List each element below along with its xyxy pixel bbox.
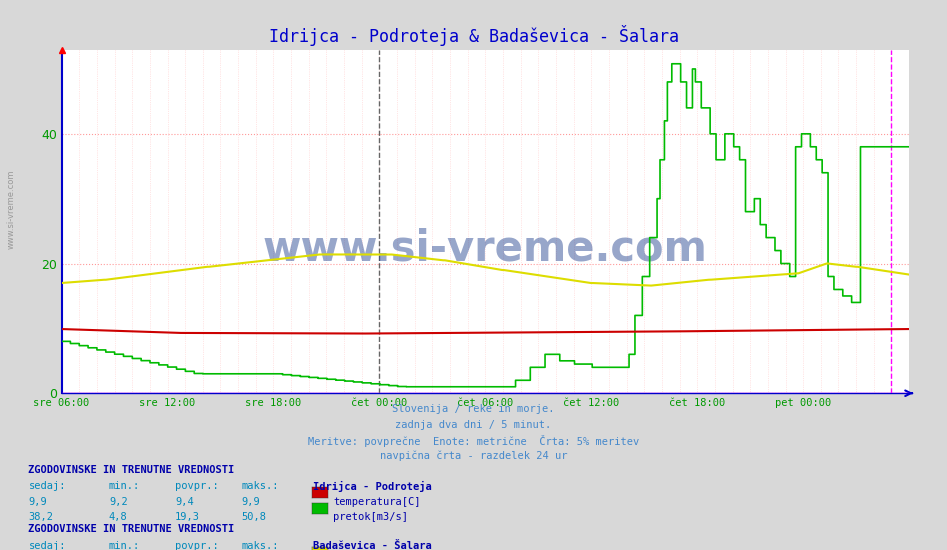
Text: 50,8: 50,8 xyxy=(241,512,266,522)
Text: temperatura[C]: temperatura[C] xyxy=(333,497,420,507)
Text: ZGODOVINSKE IN TRENUTNE VREDNOSTI: ZGODOVINSKE IN TRENUTNE VREDNOSTI xyxy=(28,524,235,534)
Text: pretok[m3/s]: pretok[m3/s] xyxy=(333,512,408,522)
Text: 9,2: 9,2 xyxy=(109,497,128,507)
Text: ZGODOVINSKE IN TRENUTNE VREDNOSTI: ZGODOVINSKE IN TRENUTNE VREDNOSTI xyxy=(28,465,235,475)
Text: povpr.:: povpr.: xyxy=(175,541,219,550)
Text: 38,2: 38,2 xyxy=(28,512,53,522)
Text: sedaj:: sedaj: xyxy=(28,481,66,491)
Text: Idrijca - Podroteja: Idrijca - Podroteja xyxy=(313,481,431,492)
Text: maks.:: maks.: xyxy=(241,541,279,550)
Text: min.:: min.: xyxy=(109,541,140,550)
Text: min.:: min.: xyxy=(109,481,140,491)
Text: 9,9: 9,9 xyxy=(241,497,260,507)
Text: 9,9: 9,9 xyxy=(28,497,47,507)
Text: www.si-vreme.com: www.si-vreme.com xyxy=(263,228,707,270)
Text: maks.:: maks.: xyxy=(241,481,279,491)
Text: zadnja dva dni / 5 minut.: zadnja dva dni / 5 minut. xyxy=(396,420,551,430)
Text: povpr.:: povpr.: xyxy=(175,481,219,491)
Text: Idrijca - Podroteja & Badaševica - Šalara: Idrijca - Podroteja & Badaševica - Šalar… xyxy=(269,25,678,46)
Text: 19,3: 19,3 xyxy=(175,512,200,522)
Text: 4,8: 4,8 xyxy=(109,512,128,522)
Text: Badaševica - Šalara: Badaševica - Šalara xyxy=(313,541,431,550)
Text: navpična črta - razdelek 24 ur: navpična črta - razdelek 24 ur xyxy=(380,450,567,461)
Text: www.si-vreme.com: www.si-vreme.com xyxy=(7,169,16,249)
Text: Meritve: povprečne  Enote: metrične  Črta: 5% meritev: Meritve: povprečne Enote: metrične Črta:… xyxy=(308,435,639,447)
Text: 9,4: 9,4 xyxy=(175,497,194,507)
Text: sedaj:: sedaj: xyxy=(28,541,66,550)
Text: Slovenija / reke in morje.: Slovenija / reke in morje. xyxy=(392,404,555,414)
